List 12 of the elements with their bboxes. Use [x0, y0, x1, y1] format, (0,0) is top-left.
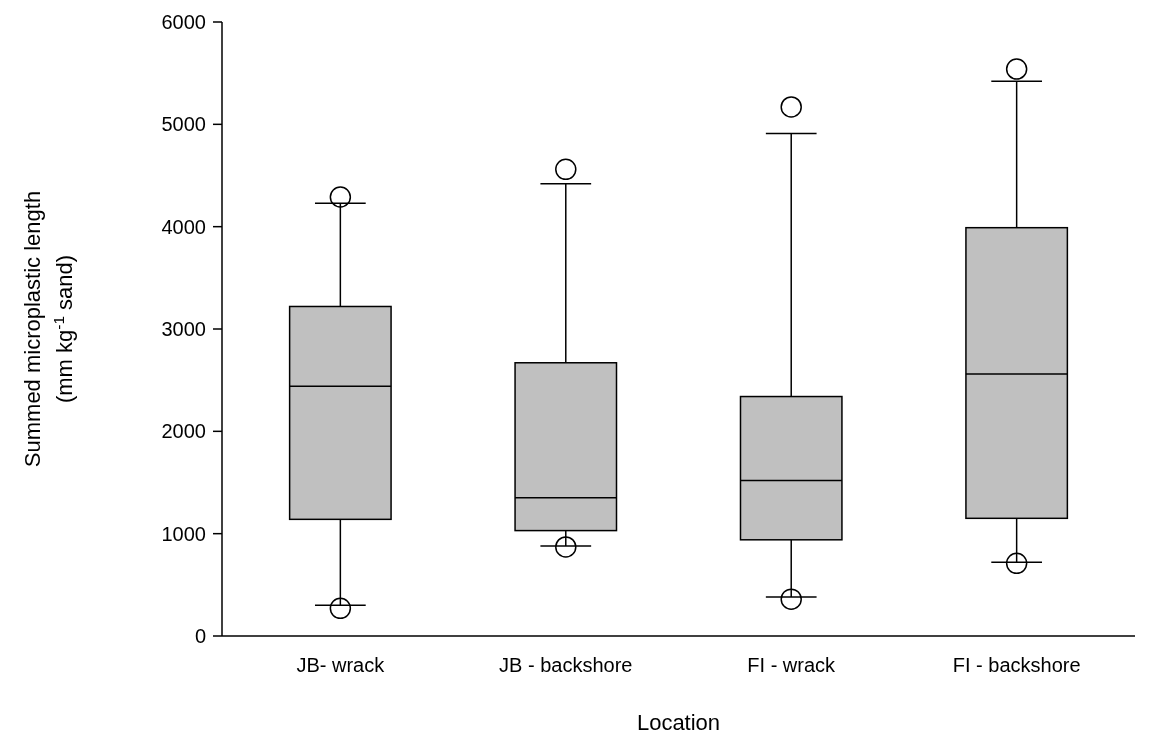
y-tick-label: 1000 [161, 522, 206, 545]
y-tick-label: 3000 [161, 318, 206, 340]
y-tick-label: 6000 [161, 11, 206, 33]
y-tick-label: 4000 [161, 215, 206, 238]
x-tick-label: FI - backshore [952, 654, 1081, 676]
y-tick-label: 2000 [161, 420, 206, 443]
y-tick-label: 0 [194, 625, 206, 647]
x-axis-title: Location [636, 710, 721, 735]
x-tick-label: JB- wrack [296, 654, 386, 676]
x-tick-label: FI - wrack [747, 654, 837, 676]
x-tick-label: JB - backshore [499, 654, 633, 676]
y-tick-label: 5000 [161, 113, 206, 136]
